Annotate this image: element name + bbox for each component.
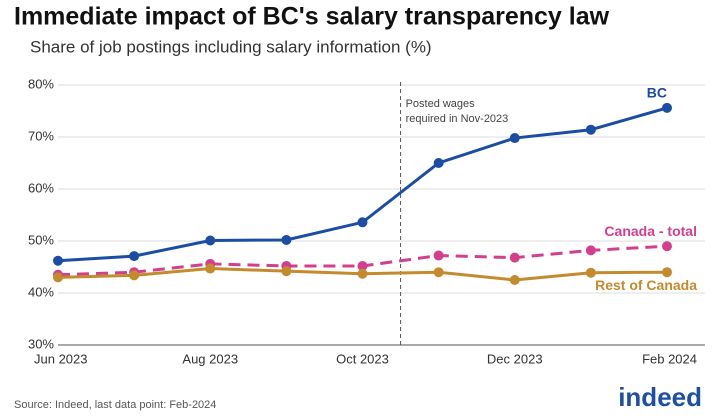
data-point — [585, 124, 596, 135]
x-tick-label: Oct 2023 — [336, 351, 389, 366]
data-point — [281, 234, 292, 245]
data-point — [129, 270, 140, 281]
source-note: Source: Indeed, last data point: Feb-202… — [14, 399, 216, 411]
data-point — [509, 133, 520, 144]
data-point — [357, 260, 368, 271]
chart-title: Immediate impact of BC's salary transpar… — [14, 3, 610, 31]
data-point — [205, 263, 216, 274]
data-point — [205, 235, 216, 246]
x-tick-label: Aug 2023 — [182, 351, 238, 366]
data-point — [129, 251, 140, 262]
data-point — [585, 267, 596, 278]
data-point — [357, 268, 368, 279]
y-tick-label: 50% — [28, 232, 54, 247]
y-tick-label: 70% — [28, 128, 54, 143]
y-tick-label: 30% — [28, 336, 54, 351]
x-tick-label: Jun 2023 — [34, 351, 88, 366]
data-point — [53, 272, 63, 283]
data-point — [509, 252, 520, 263]
series-line — [57, 106, 668, 263]
y-tick-label: 40% — [28, 284, 54, 299]
data-point — [585, 245, 596, 256]
data-point — [433, 250, 444, 261]
data-point — [662, 241, 672, 252]
series-label: Rest of Canada — [595, 277, 697, 293]
series-label: Canada - total — [604, 223, 697, 239]
x-tick-label: Feb 2024 — [642, 351, 697, 366]
data-point — [357, 217, 368, 228]
data-point — [433, 267, 444, 278]
annotation-text: required in Nov-2023 — [406, 113, 509, 125]
data-point — [509, 275, 520, 285]
annotation-text: Posted wages — [406, 98, 476, 110]
data-point — [53, 255, 63, 266]
data-point — [433, 158, 444, 168]
y-tick-label: 80% — [28, 76, 54, 91]
chart-subtitle: Share of job postings including salary i… — [30, 37, 432, 56]
series-label: BC — [647, 85, 667, 101]
x-tick-label: Dec 2023 — [487, 351, 543, 366]
data-point — [662, 102, 672, 113]
data-point — [662, 267, 672, 278]
data-point — [281, 266, 292, 277]
logo: indeed — [618, 382, 702, 412]
y-tick-label: 60% — [28, 180, 54, 195]
